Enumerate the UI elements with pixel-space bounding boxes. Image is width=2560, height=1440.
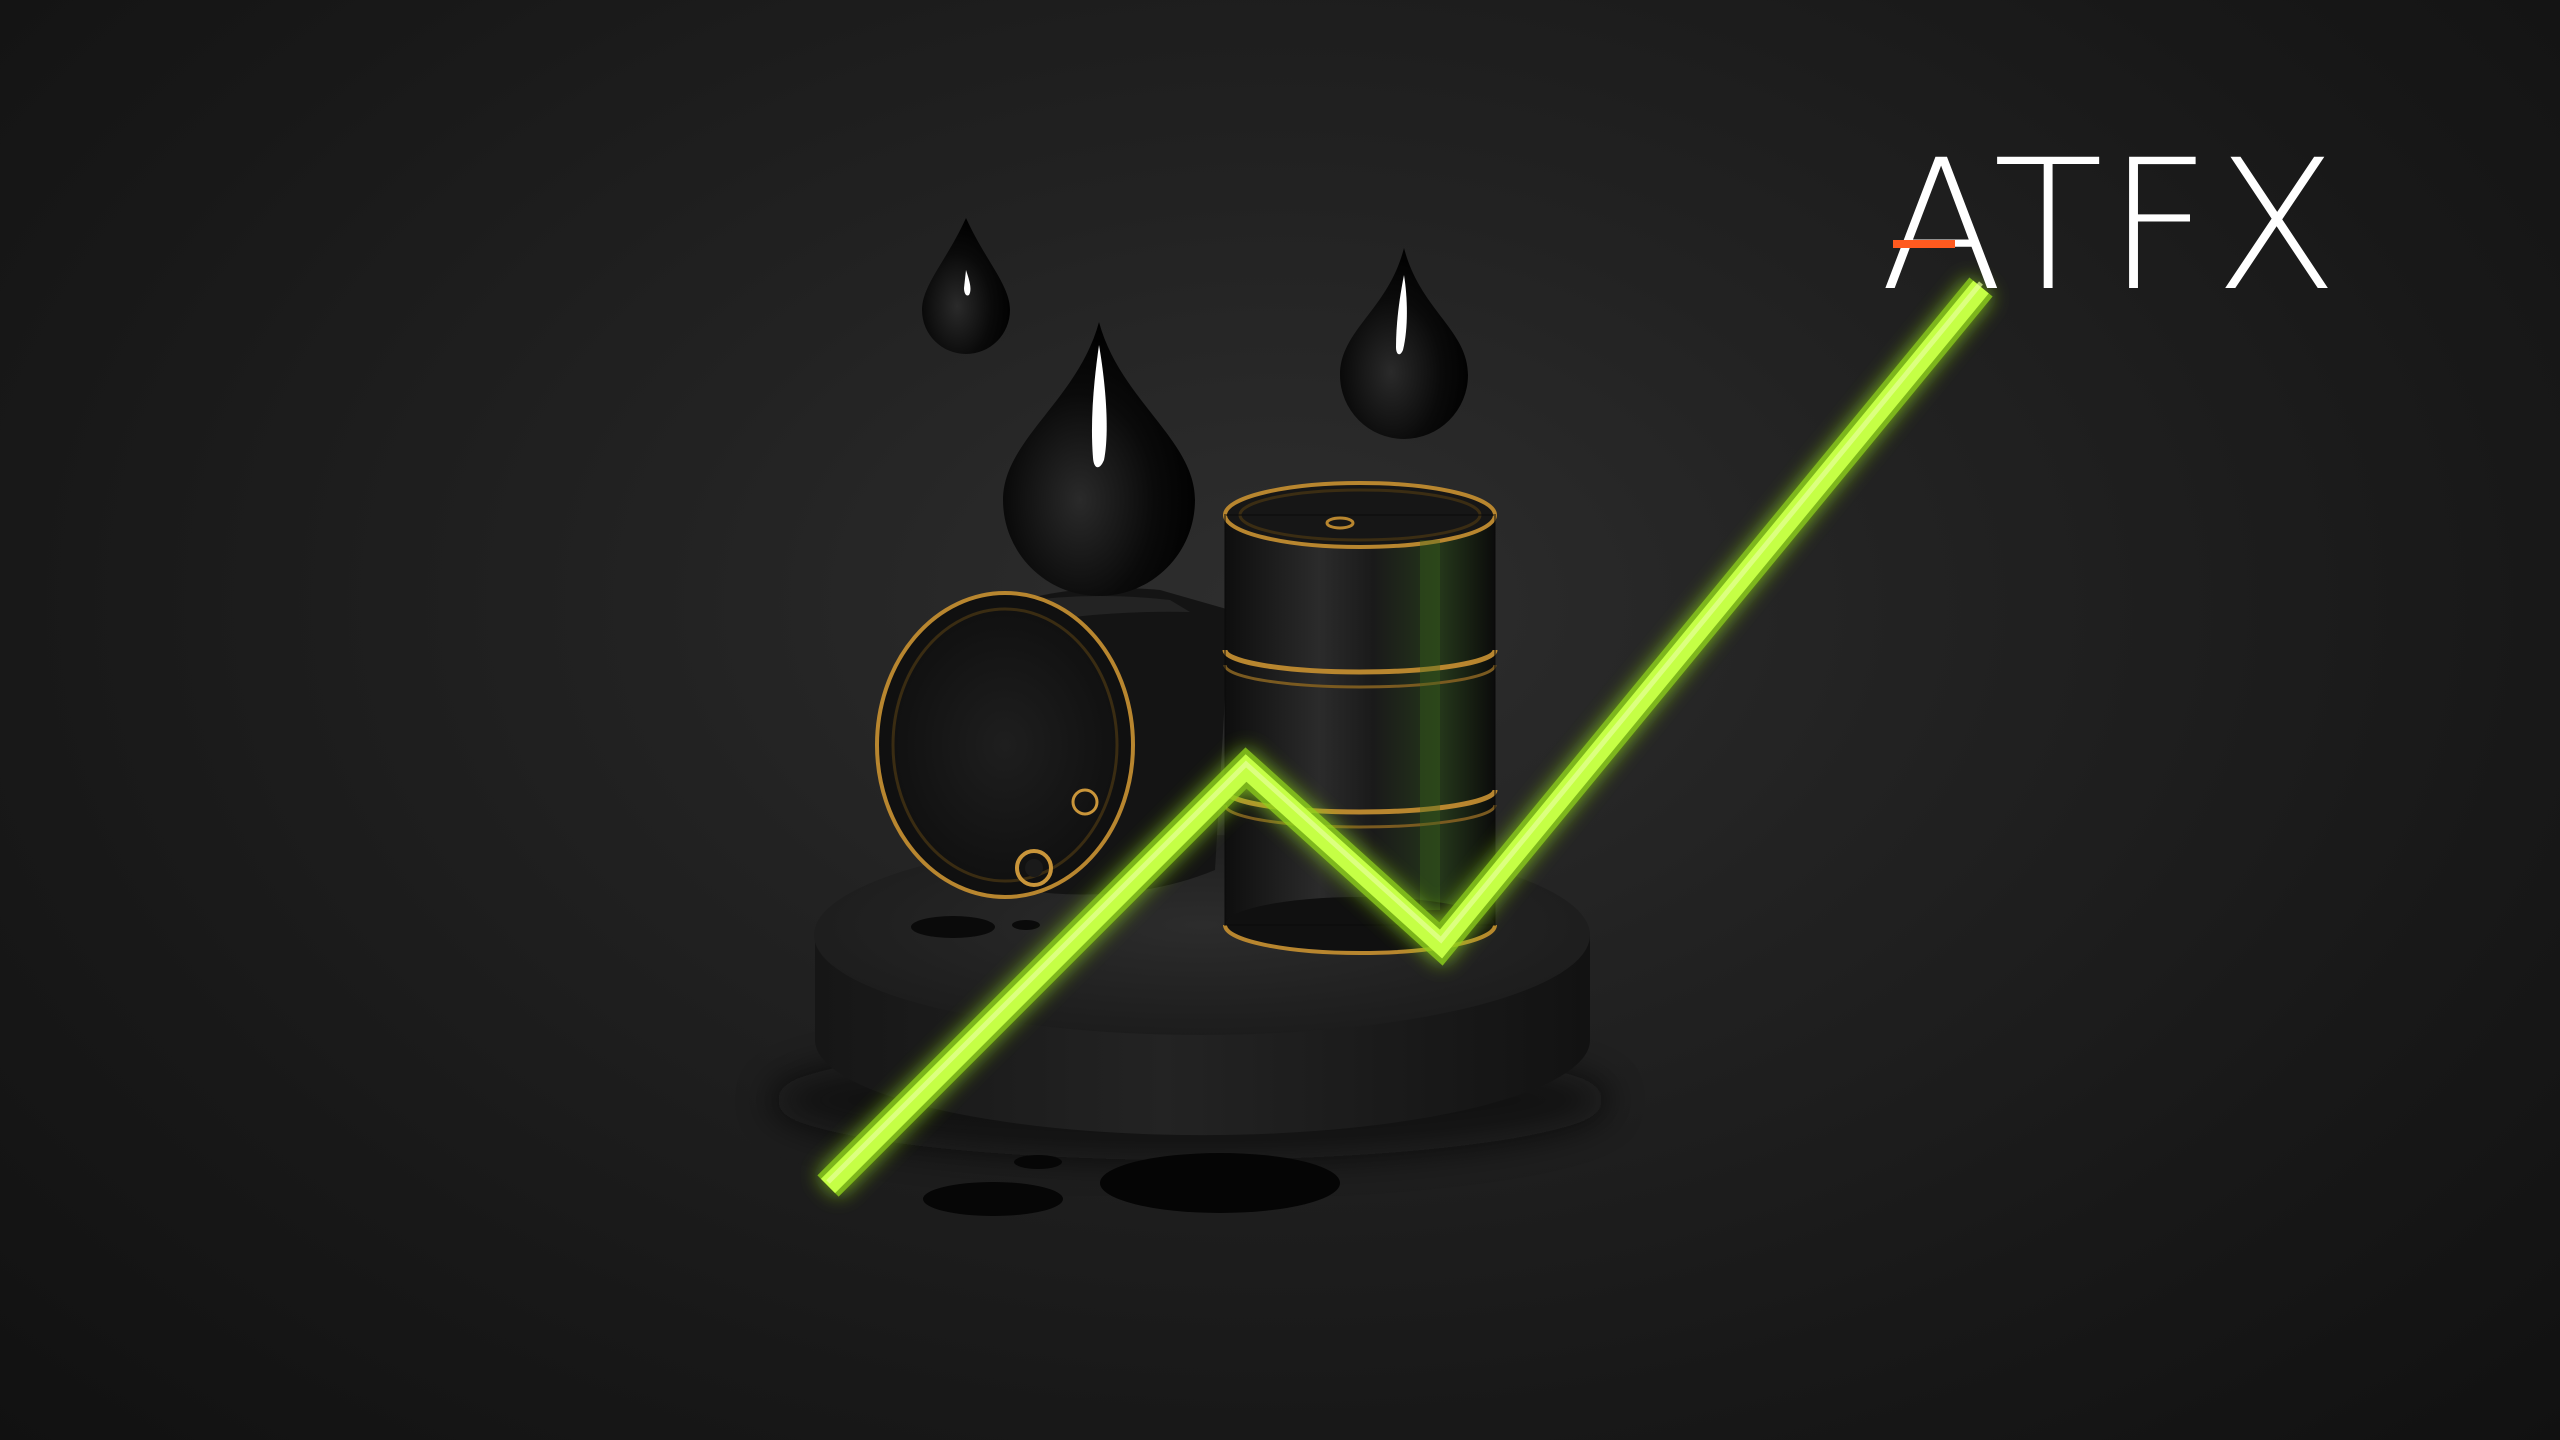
logo-text: ATFX (1880, 140, 2340, 300)
oil-drop-icon (1003, 322, 1195, 596)
logo-accent-bar (1893, 240, 1955, 248)
oil-drop-icon (922, 218, 1010, 354)
trend-up-line (817, 277, 1993, 1197)
oil-barrel-lying (875, 588, 1230, 899)
floor-oil-spots (923, 1153, 1340, 1216)
atfx-logo: ATFX (1880, 140, 2340, 300)
oil-drop-icon (1340, 248, 1468, 439)
